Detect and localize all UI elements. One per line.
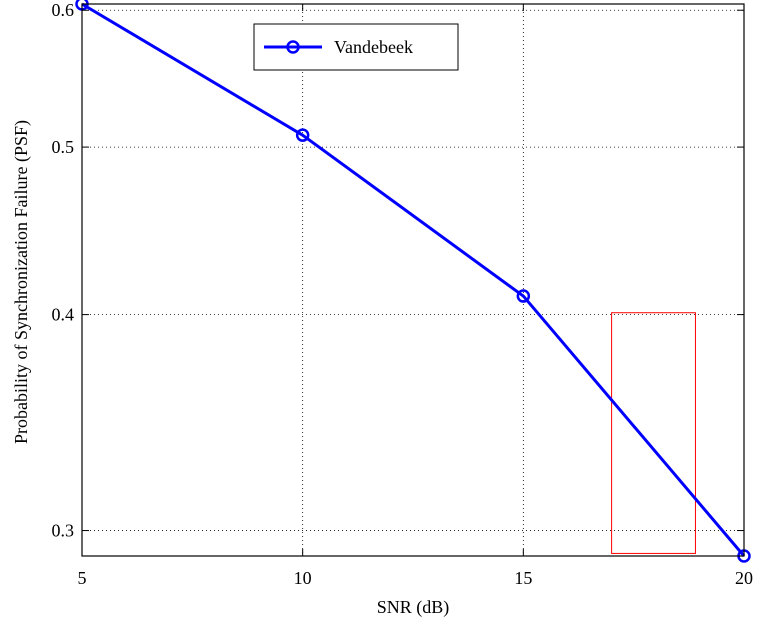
- y-tick-label: 0.5: [52, 137, 75, 157]
- x-tick-label: 10: [294, 568, 312, 588]
- y-tick-label: 0.3: [52, 521, 75, 541]
- legend: Vandebeek: [253, 23, 459, 71]
- x-tick-label: 20: [735, 568, 753, 588]
- plot-frame: [81, 3, 745, 557]
- y-tick-label: 0.6: [52, 0, 75, 20]
- plot-background: [82, 4, 744, 556]
- tick-marks: [81, 4, 745, 556]
- y-tick-label: 0.4: [52, 305, 75, 325]
- data-point: [295, 128, 310, 142]
- x-tick-label: 5: [78, 568, 87, 588]
- series-line: [81, 2, 746, 557]
- highlight-rectangle: [611, 312, 696, 554]
- annotation-layer: [611, 312, 696, 554]
- x-tick-labels: 5 10 15 20: [78, 568, 754, 588]
- y-tick-labels: 0.3 0.4 0.5 0.6: [52, 0, 75, 540]
- x-tick-label: 15: [514, 568, 532, 588]
- grid-lines: [82, 4, 744, 556]
- legend-series-marker: [286, 40, 300, 54]
- y-axis-title: Probability of Synchronization Failure (…: [11, 120, 32, 444]
- data-point: [516, 289, 531, 303]
- legend-series-label: Vandebeek: [334, 37, 413, 57]
- x-axis-title: SNR (dB): [377, 597, 450, 618]
